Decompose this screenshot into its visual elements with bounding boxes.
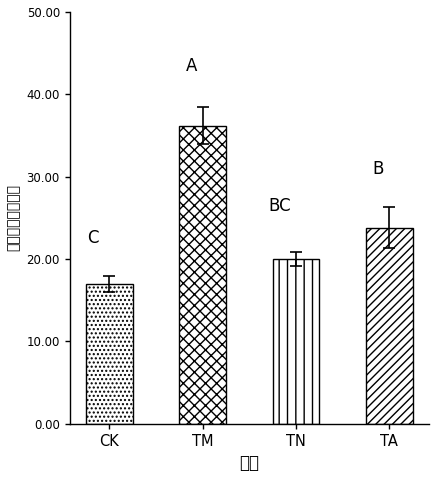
Bar: [86, 284, 133, 424]
Text: C: C: [87, 228, 98, 247]
Text: A: A: [186, 57, 197, 75]
Bar: [366, 228, 413, 424]
Bar: [179, 125, 226, 424]
Y-axis label: 落参糖含量（％）: 落参糖含量（％）: [7, 184, 21, 251]
Text: B: B: [372, 160, 384, 178]
Text: BC: BC: [268, 197, 290, 216]
X-axis label: 处理: 处理: [239, 454, 259, 472]
Bar: [272, 259, 319, 424]
